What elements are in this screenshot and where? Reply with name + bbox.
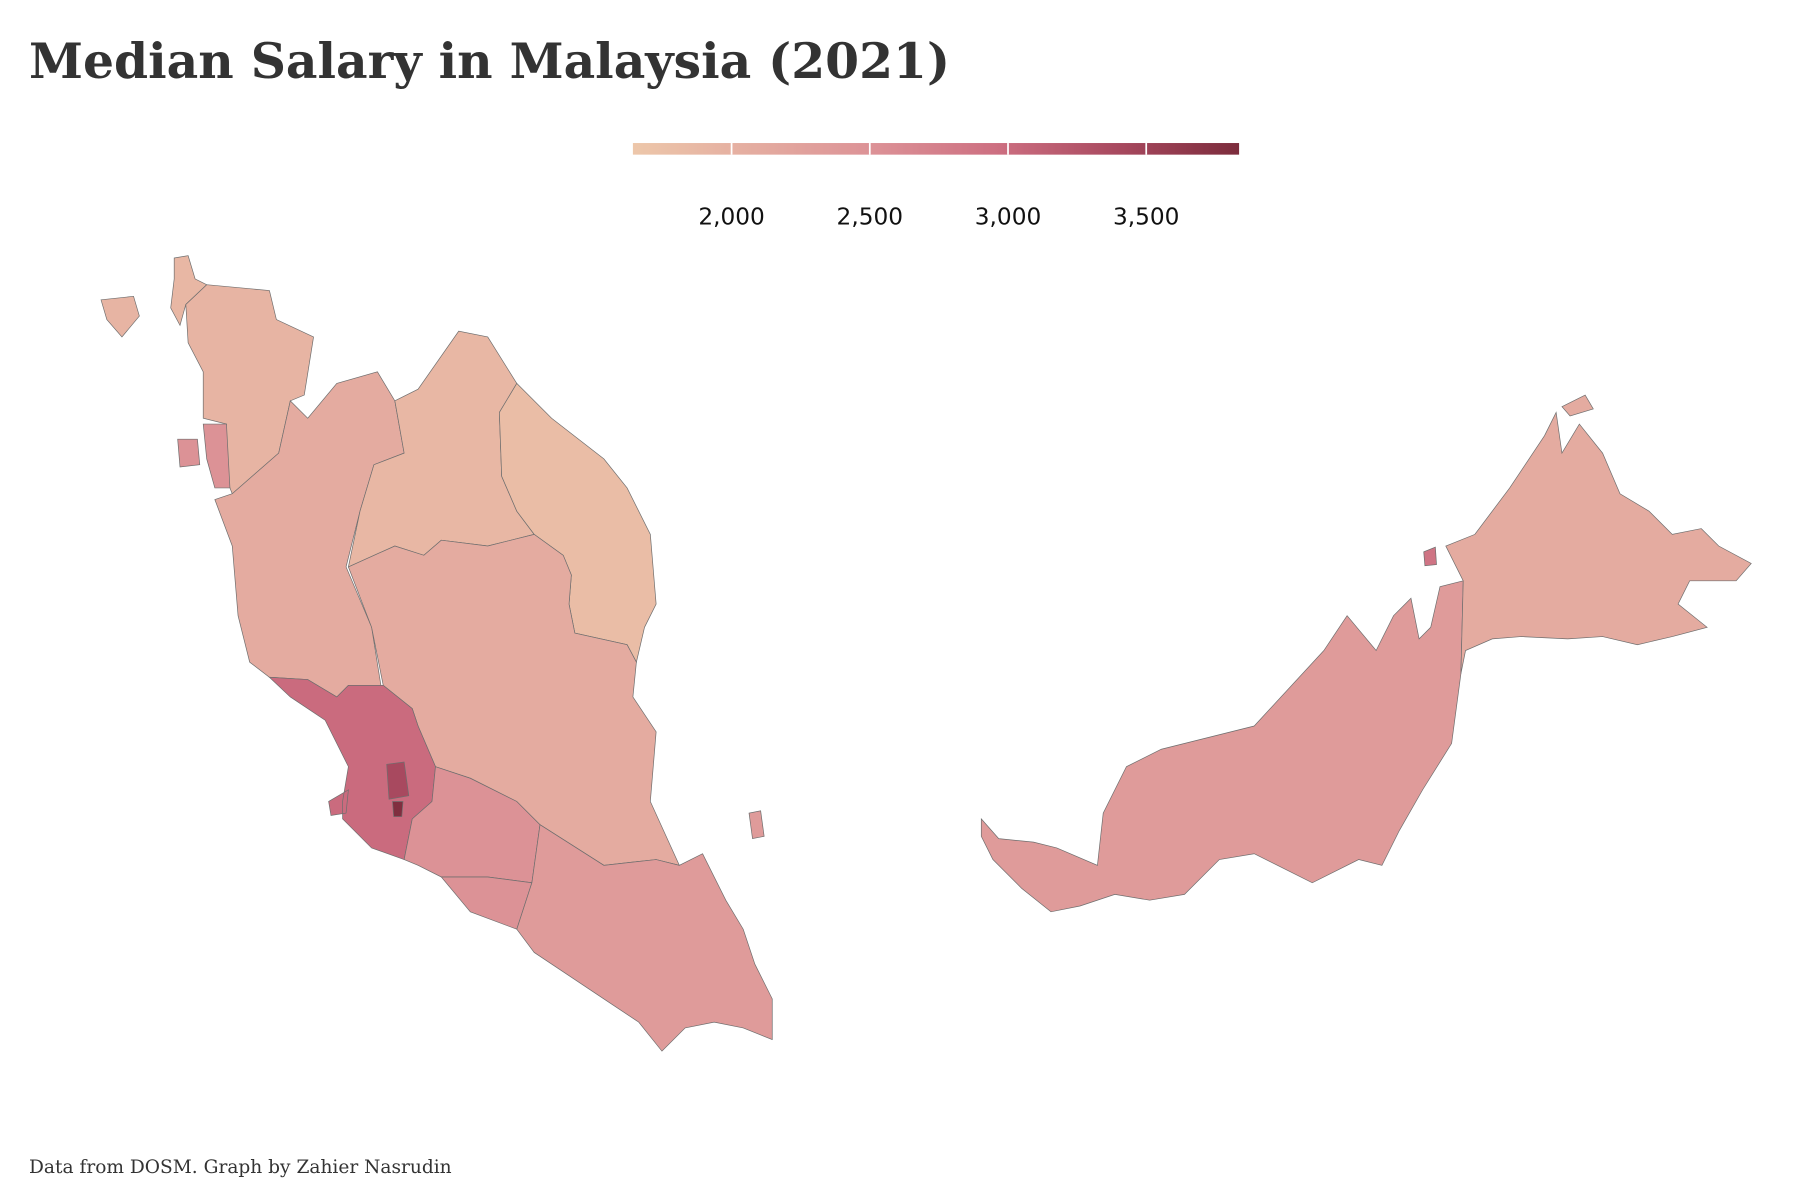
chart-title: Median Salary in Malaysia (2021) bbox=[29, 32, 950, 90]
region bbox=[1423, 546, 1437, 567]
color-bar bbox=[632, 143, 1240, 155]
region bbox=[177, 423, 231, 489]
color-legend: 2,000 2,500 3,000 3,500 bbox=[632, 143, 1240, 230]
region bbox=[980, 580, 1464, 913]
region bbox=[386, 761, 410, 800]
region bbox=[1445, 394, 1752, 674]
tick-label: 2,500 bbox=[837, 203, 903, 230]
tick-label: 3,500 bbox=[1113, 203, 1179, 230]
region bbox=[392, 801, 404, 817]
caption: Data from DOSM. Graph by Zahier Nasrudin bbox=[29, 1157, 452, 1178]
tick-label: 2,000 bbox=[698, 203, 764, 230]
region bbox=[516, 810, 773, 1052]
region bbox=[440, 876, 533, 930]
tick-label: 3,000 bbox=[975, 203, 1041, 230]
map bbox=[100, 255, 1752, 1052]
